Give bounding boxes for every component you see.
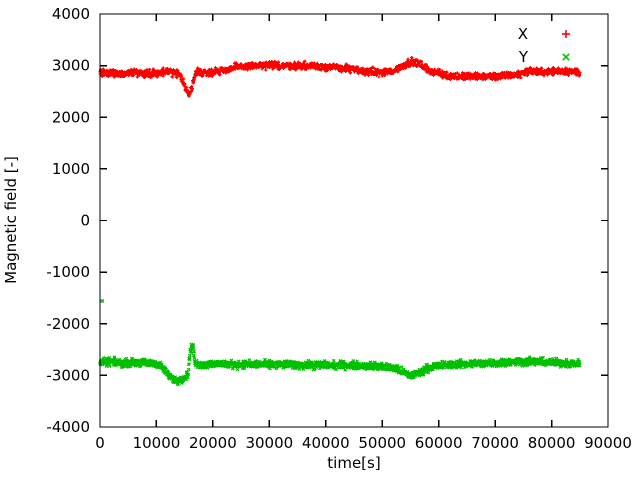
y-tick-label: 3000 <box>52 57 90 75</box>
x-axis-ticks: 0 10000 20000 30000 40000 50000 60000 70000 8000… <box>95 14 632 452</box>
x-tick-label: 10000 <box>133 434 181 452</box>
x-tick-label: 20000 <box>189 434 237 452</box>
y-tick-label: 0 <box>80 212 90 230</box>
x-tick-label: 90000 <box>584 434 632 452</box>
x-tick-label: 0 <box>95 434 105 452</box>
plot-frame-border <box>99 13 609 428</box>
y-tick-label: -1000 <box>46 263 90 281</box>
y-tick-label: 2000 <box>52 108 90 126</box>
data-series-layer <box>98 55 582 387</box>
y-tick-label: -3000 <box>46 366 90 384</box>
x-tick-label: 40000 <box>302 434 350 452</box>
x-tick-label: 60000 <box>415 434 463 452</box>
y-tick-label: -2000 <box>46 315 90 333</box>
x-tick-label: 80000 <box>528 434 576 452</box>
series-y-points <box>98 342 582 387</box>
x-tick-label: 50000 <box>358 434 406 452</box>
y-tick-label: -4000 <box>46 418 90 436</box>
legend-label-y: Y <box>518 48 529 66</box>
y-tick-label: 1000 <box>52 160 90 178</box>
legend-marker-x-icon <box>562 30 570 38</box>
y-tick-label: 4000 <box>52 5 90 23</box>
chart-legend: XY <box>518 25 570 66</box>
x-tick-label: 30000 <box>245 434 293 452</box>
y-axis-ticks: -4000 -3000 -2000 -1000 0 1000 2000 3000 4000 <box>46 5 608 436</box>
legend-label-x: X <box>518 25 528 43</box>
legend-marker-y-icon <box>562 53 570 61</box>
y-axis-title: Magnetic field [-] <box>2 156 20 284</box>
x-axis-title: time[s] <box>327 454 380 472</box>
outlier-points <box>100 299 105 303</box>
x-tick-label: 70000 <box>471 434 519 452</box>
series-x-points <box>98 55 582 98</box>
